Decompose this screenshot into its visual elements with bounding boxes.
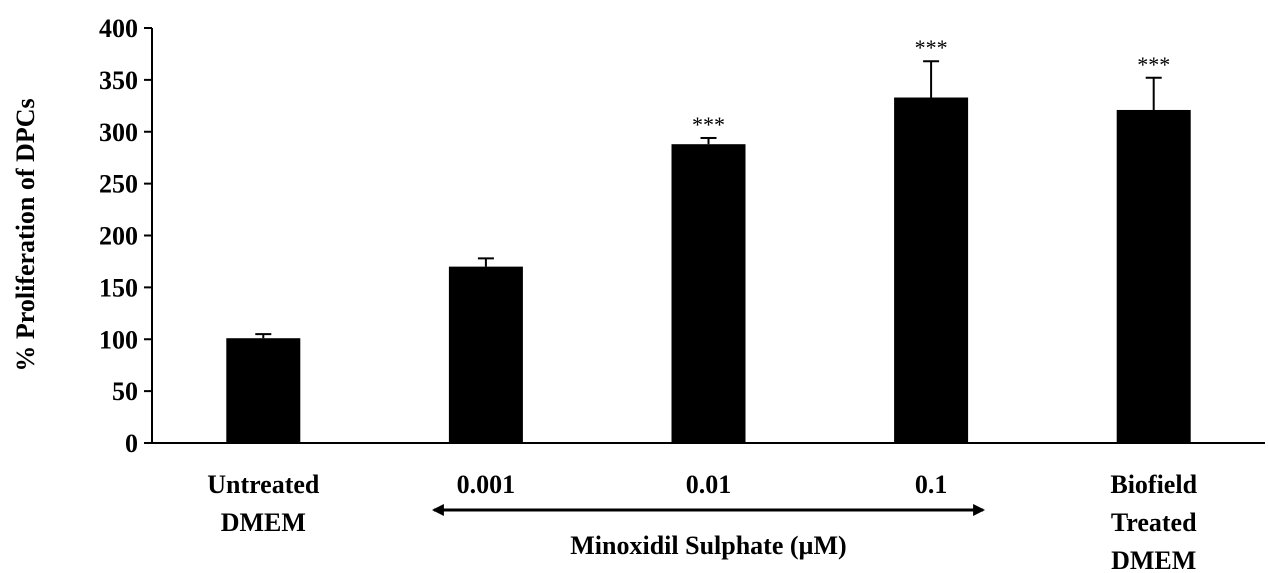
significance-marker: ***: [692, 112, 725, 137]
bar: [1116, 109, 1191, 444]
y-axis-ticks: 0 50 100 150 200 250 300 350 400: [99, 14, 152, 458]
bar: [448, 266, 523, 443]
y-tick-label: 50: [112, 377, 138, 406]
y-tick-label: 300: [99, 118, 138, 147]
bar: [226, 338, 301, 443]
y-tick-label: 150: [99, 273, 138, 302]
bars: *** *** ***: [226, 35, 1191, 444]
axes: [151, 28, 1265, 444]
y-tick-label: 100: [99, 325, 138, 354]
category-label: Untreated DMEM: [207, 470, 320, 537]
category-label: 0.001: [457, 470, 516, 499]
y-axis-title: % Proliferation of DPCs: [11, 98, 40, 371]
y-tick-label: 200: [99, 222, 138, 251]
category-label: 0.1: [915, 470, 948, 499]
significance-marker: ***: [915, 35, 948, 60]
y-tick-label: 350: [99, 66, 138, 95]
y-tick-label: 250: [99, 170, 138, 199]
significance-marker: ***: [1137, 52, 1170, 77]
bar: [671, 144, 746, 443]
y-tick-label: 400: [99, 14, 138, 43]
bar: [894, 97, 969, 443]
category-label: Biofield Treated DMEM: [1110, 470, 1197, 573]
group-label: Minoxidil Sulphate (µM): [570, 531, 846, 560]
y-tick-label: 0: [125, 429, 138, 458]
group-annotation: Minoxidil Sulphate (µM): [431, 504, 986, 560]
category-labels: Untreated DMEM 0.001 0.01 0.1 Biofield Treated…: [207, 470, 1197, 573]
category-label: 0.01: [686, 470, 732, 499]
